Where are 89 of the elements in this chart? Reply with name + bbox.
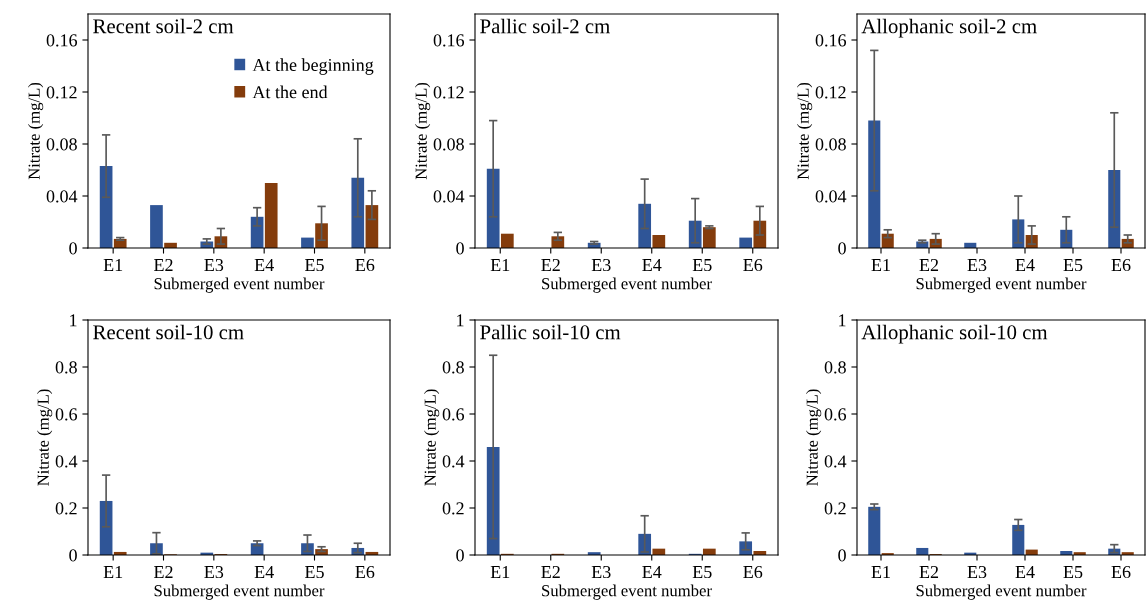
chart-title: Recent soil-10 cm — [93, 324, 244, 340]
x-tick-label: E1 — [103, 259, 123, 271]
x-tick-label: E5 — [1063, 566, 1083, 579]
x-axis-title: Submerged event number — [916, 584, 1087, 600]
x-tick-label: E5 — [692, 566, 712, 579]
y-tick-label: 0.08 — [433, 138, 464, 151]
legend-label: At the end — [252, 85, 328, 99]
x-tick-label: E6 — [355, 565, 375, 579]
y-tick-label: 0.16 — [815, 34, 847, 47]
x-tick-label: E1 — [871, 259, 890, 271]
y-tick-label: 1 — [839, 314, 846, 327]
x-tick-label: E3 — [967, 258, 987, 272]
x-tick-label: E1 — [103, 566, 123, 578]
x-tick-label: E6 — [355, 258, 375, 272]
x-axis-title: Submerged event number — [916, 277, 1087, 293]
y-tick-label: 0 — [456, 549, 464, 562]
x-axis-title: Submerged event number — [154, 584, 325, 600]
x-tick-label: E5 — [692, 259, 712, 272]
y-tick-label: 0.4 — [824, 455, 847, 468]
y-axis-title: Nitrate (mg/L) — [806, 389, 822, 486]
x-tick-label: E3 — [204, 258, 224, 272]
x-tick-label: E4 — [1015, 259, 1035, 271]
y-tick-label: 0.08 — [46, 138, 77, 151]
x-tick-label: E5 — [304, 566, 324, 579]
x-axis-title: Submerged event number — [542, 584, 712, 600]
x-tick-label: E3 — [967, 565, 987, 579]
y-axis-title: Nitrate (mg/L) — [28, 82, 44, 180]
x-tick-label: E5 — [304, 259, 324, 272]
x-axis-title: Submerged event number — [542, 277, 712, 293]
y-tick-label: 0.16 — [433, 34, 465, 47]
x-tick-label: E4 — [254, 259, 274, 271]
y-tick-label: 0.04 — [433, 190, 465, 203]
x-tick-label: E2 — [153, 258, 173, 271]
legend-label: At the beginning — [252, 58, 374, 75]
chart-title: Pallic soil-2 cm — [480, 18, 610, 34]
chart-title: Allophanic soil-10 cm — [861, 324, 1048, 344]
x-tick-label: E4 — [254, 566, 274, 578]
y-tick-label: 0.8 — [824, 361, 846, 374]
y-tick-label: 0.6 — [824, 408, 847, 421]
x-axis-title: Submerged event number — [154, 277, 325, 293]
y-tick-label: 0 — [838, 242, 846, 255]
y-tick-label: 0.8 — [55, 361, 77, 374]
x-tick-label: E6 — [743, 565, 763, 579]
y-axis-title: Nitrate (mg/L) — [424, 389, 440, 486]
y-tick-label: 0.04 — [46, 190, 78, 203]
y-tick-label: 0.08 — [815, 138, 846, 151]
x-tick-label: E1 — [490, 566, 510, 578]
y-tick-label: 0.2 — [442, 502, 464, 515]
y-tick-label: 0.6 — [442, 408, 465, 421]
x-tick-label: E4 — [642, 259, 662, 271]
y-tick-label: 0 — [456, 242, 464, 255]
y-tick-label: 1 — [70, 314, 77, 327]
y-tick-label: 1 — [457, 314, 464, 327]
x-tick-label: E3 — [204, 565, 224, 579]
x-tick-label: E2 — [919, 258, 939, 271]
x-tick-label: E2 — [541, 258, 560, 271]
chart-title: Allophanic soil-2 cm — [861, 18, 1037, 38]
x-tick-label: E4 — [1015, 566, 1035, 578]
x-tick-label: E6 — [743, 258, 763, 272]
x-tick-label: E6 — [1111, 258, 1131, 272]
y-tick-label: 0.6 — [55, 408, 78, 421]
x-tick-label: E5 — [1063, 259, 1083, 272]
x-tick-label: E1 — [871, 566, 890, 578]
x-tick-label: E6 — [1111, 565, 1131, 579]
y-tick-label: 0 — [838, 549, 846, 562]
y-tick-label: 0 — [69, 242, 77, 255]
y-axis-title: Nitrate (mg/L) — [797, 82, 813, 180]
x-tick-label: E3 — [591, 565, 611, 579]
x-tick-label: E2 — [919, 565, 939, 578]
y-tick-label: 0.4 — [442, 455, 465, 468]
y-axis-title: Nitrate (mg/L) — [37, 389, 53, 486]
x-tick-label: E2 — [153, 565, 173, 578]
y-tick-label: 0 — [69, 549, 77, 562]
x-tick-label: E4 — [642, 566, 662, 578]
chart-title: Recent soil-2 cm — [93, 18, 234, 34]
y-tick-label: 0.12 — [433, 86, 464, 99]
y-tick-label: 0.16 — [46, 34, 78, 47]
chart-title: Pallic soil-10 cm — [480, 324, 621, 340]
y-tick-label: 0.12 — [815, 86, 846, 99]
y-axis-title: Nitrate (mg/L) — [415, 82, 431, 180]
y-tick-label: 0.8 — [442, 361, 464, 374]
y-tick-label: 0.2 — [824, 502, 846, 515]
y-tick-label: 0.04 — [815, 190, 847, 203]
x-tick-label: E3 — [591, 258, 611, 272]
y-tick-label: 0.12 — [46, 86, 77, 99]
x-tick-label: E1 — [490, 259, 510, 271]
y-tick-label: 0.2 — [55, 502, 77, 515]
x-tick-label: E2 — [541, 565, 560, 578]
y-tick-label: 0.4 — [55, 455, 78, 468]
